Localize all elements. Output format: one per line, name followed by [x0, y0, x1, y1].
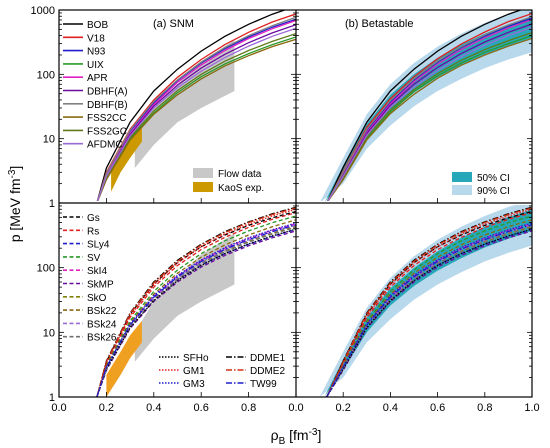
legend-label: DBHF(B): [87, 100, 128, 111]
legend-swatch-band: [452, 172, 472, 182]
legend-label: SFHo: [183, 353, 209, 364]
series-line-tw99: [326, 224, 532, 397]
legend-label: APR: [87, 73, 108, 84]
y-tick-label-top: 100: [37, 69, 55, 81]
series-line-ddme2: [326, 207, 532, 397]
legend-label: SLy4: [87, 240, 110, 251]
series-line-uix: [96, 36, 296, 201]
series-line-tw99: [96, 224, 296, 397]
legend-label: Flow data: [218, 169, 262, 180]
series-line-afdmc: [327, 26, 532, 201]
legend-label: Gs: [87, 213, 100, 224]
series-line-fss2cc: [327, 37, 532, 201]
axes-frame: 1 1 10 10 100 100 1000 0.0 0.2 0.4 0.6 0.8 0.0 0.2 0.4…: [31, 5, 540, 414]
series-line-gm1: [326, 208, 532, 397]
series-line-gm3: [96, 222, 296, 397]
series-line-bsk26: [326, 226, 532, 397]
series-line-gm1: [96, 208, 296, 397]
legend-label: 50% CI: [477, 173, 510, 184]
panel-snm-phenomenological: [96, 206, 296, 397]
legend-label: FSS2GC: [87, 126, 127, 137]
x-tick-label: 0.6: [430, 402, 445, 414]
series-line-bob: [96, 10, 287, 201]
legend-label: 90% CI: [477, 186, 510, 197]
series-line-afdmc: [96, 27, 296, 201]
legend-label: Rs: [87, 226, 99, 237]
y-tick-label-top: 1: [49, 198, 55, 210]
legend-label: GM3: [183, 379, 205, 390]
panel-betastable-phenomenological: [319, 205, 532, 397]
x-axis-label: ρB [fm-3]: [271, 427, 322, 447]
band-50-ci: [324, 209, 532, 397]
x-tick-label: 0.2: [336, 402, 351, 414]
legend-label: BOB: [87, 20, 108, 31]
x-tick-label: 0.8: [241, 402, 256, 414]
legend-label: N93: [87, 47, 106, 58]
x-tick-label: 0.4: [146, 402, 161, 414]
legend-label: BSk26: [87, 333, 117, 344]
series-line-sv: [326, 215, 532, 397]
series-line-sv: [96, 215, 296, 397]
legend-label: SV: [87, 253, 101, 264]
legend-label: SkMP: [87, 280, 114, 291]
series-line-dbhf-b-: [327, 15, 532, 201]
band-flow-data: [134, 233, 235, 362]
y-tick-label-bottom: 1: [49, 392, 55, 404]
x-tick-label: 0.4: [383, 402, 398, 414]
legend-label: SkI4: [87, 266, 107, 277]
series-line-bsk26: [96, 226, 296, 397]
legend-label: DDME2: [250, 366, 285, 377]
legend-label: TW99: [250, 379, 277, 390]
legend-label: V18: [87, 33, 105, 44]
panel-snm: [96, 10, 296, 201]
legend-swatch-band: [193, 182, 213, 192]
series-line-dbhf-a-: [327, 23, 532, 201]
series-line-v18: [327, 12, 532, 201]
x-tick-label: 0.8: [477, 402, 492, 414]
panel-betastable: [320, 10, 532, 201]
legend-label: KaoS exp.: [218, 183, 264, 194]
y-axis-label: p [MeV fm-3]: [7, 166, 23, 243]
band-kaos-exp-: [111, 125, 142, 192]
band-90-ci: [319, 205, 532, 397]
y-tick-label-bottom: 10: [43, 327, 55, 339]
x-tick-label: 1.0: [524, 402, 539, 414]
legend-label: BSk22: [87, 306, 117, 317]
panel-title-snm: (a) SNM: [153, 18, 194, 30]
legend-label: UIX: [87, 60, 104, 71]
x-tick-label: 0.0: [51, 402, 66, 414]
legend-label: BSk24: [87, 319, 117, 330]
series-line-fss2cc: [97, 38, 296, 201]
x-tick-label: 0.6: [194, 402, 209, 414]
legend-label: DDME1: [250, 353, 285, 364]
series-line-bob: [326, 10, 523, 201]
legend-label: FSS2CC: [87, 113, 126, 124]
legend-label: SkO: [87, 293, 107, 304]
band-kaos-exp-: [106, 320, 142, 397]
legend-label: AFDMC: [87, 140, 123, 151]
series-line-gm3: [326, 222, 532, 397]
panel-title-betastable: (b) Betastable: [345, 18, 413, 30]
series-line-ddme2: [96, 207, 296, 397]
series-line-skmp: [96, 230, 296, 397]
series-line-bsk22: [96, 219, 296, 397]
x-tick-label: 0.0: [288, 402, 303, 414]
legend-label: DBHF(A): [87, 87, 128, 98]
series-line-bsk22: [326, 219, 532, 397]
y-tick-label-bottom: 100: [37, 263, 55, 275]
y-tick-label-top: 10: [43, 134, 55, 146]
legend-label: GM1: [183, 366, 205, 377]
y-tick-label-top: 1000: [31, 5, 55, 17]
legend-swatch-band: [452, 185, 472, 195]
x-tick-label: 0.2: [99, 402, 114, 414]
series-line-dbhf-b-: [96, 16, 296, 201]
legend-swatch-band: [193, 168, 213, 178]
